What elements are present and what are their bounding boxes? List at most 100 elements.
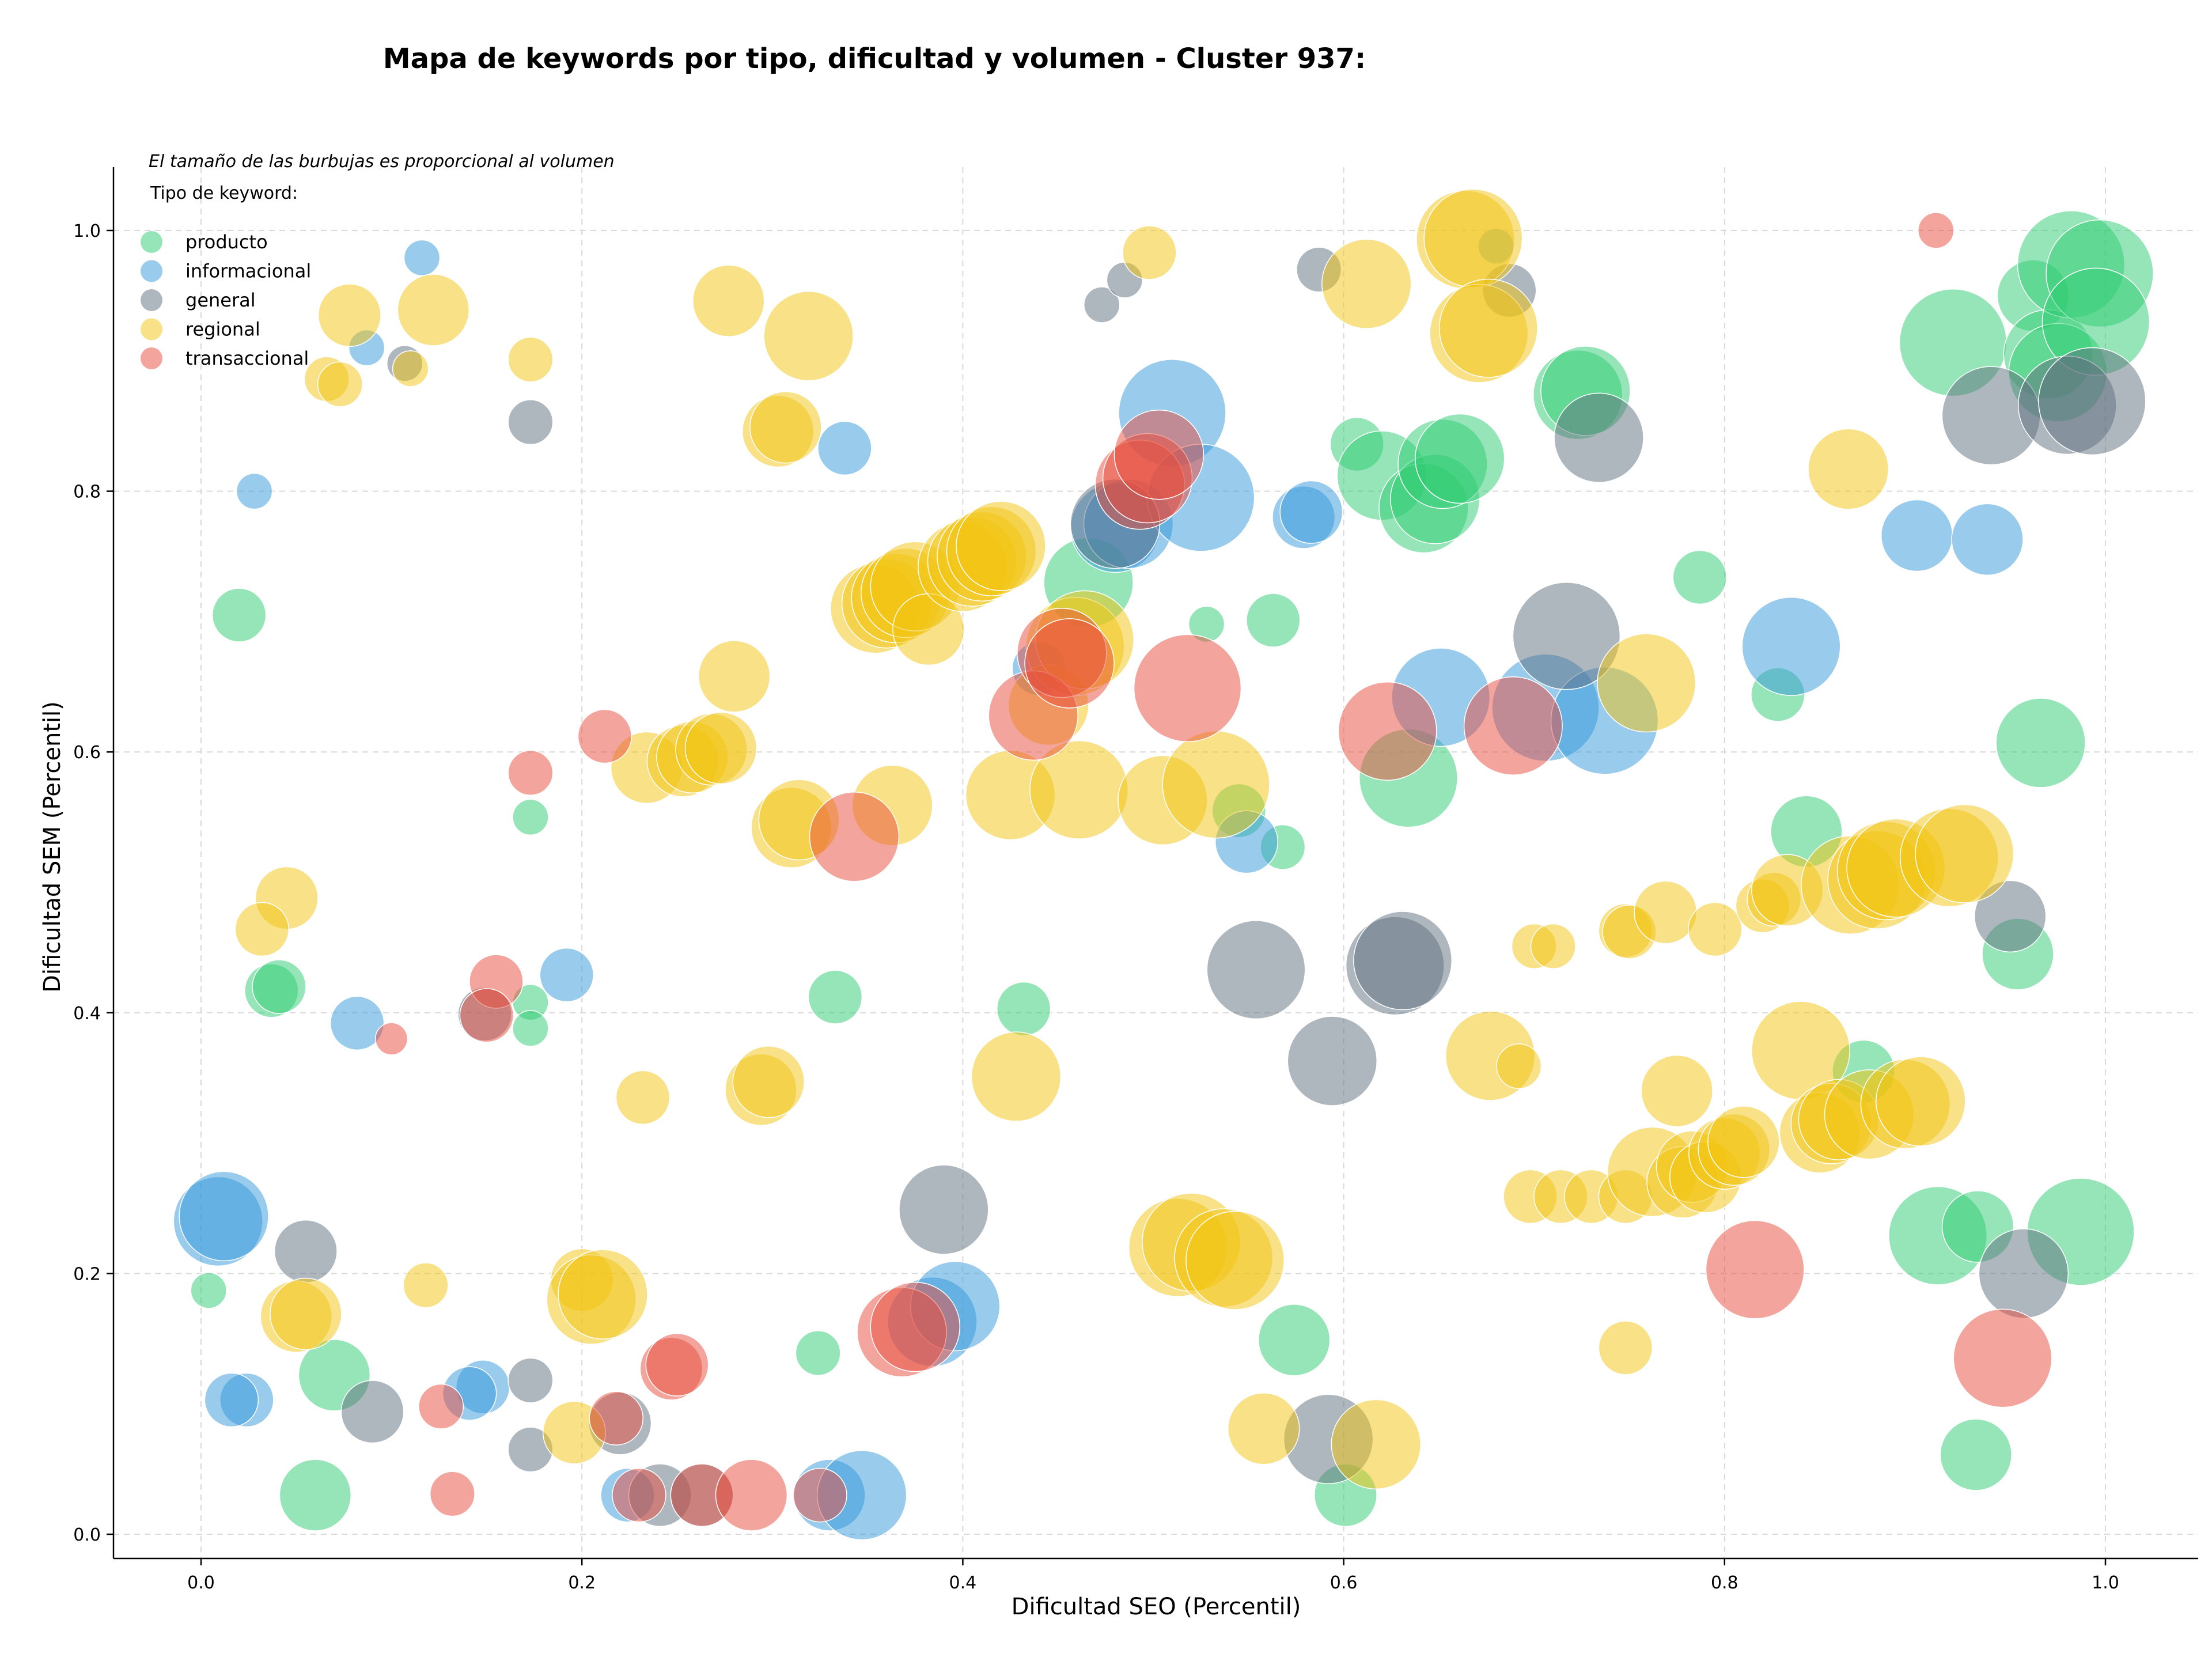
bubble-regional [692,264,765,337]
bubble-regional [234,902,290,957]
bubble-informacional [403,239,441,277]
bubble-regional [507,336,554,383]
bubble-transaccional [645,1333,709,1397]
legend-marker-informacional [141,260,162,282]
bubble-regional [1641,1054,1713,1127]
bubble-informacional [1880,499,1953,572]
y-tick-label: 0.2 [73,1264,101,1284]
bubble-regional [1122,225,1177,280]
bubble-general [274,1219,338,1283]
bubble-general [1978,1228,2069,1319]
bubble-regional [403,1262,449,1308]
bubble-regional [1597,633,1696,733]
x-tick-label: 0.8 [1711,1573,1738,1593]
bubble-informacional [539,947,594,1002]
bubble-general [2038,347,2146,456]
bubble-regional [732,1045,805,1118]
series-regional [234,188,2014,1490]
bubble-transaccional [374,1022,408,1055]
legend-marker-producto [141,231,162,253]
x-tick-label: 0.4 [949,1573,977,1593]
bubble-general [1353,911,1453,1011]
bubble-producto [190,1272,227,1309]
legend-label-informacional: informacional [185,260,311,282]
bubble-transaccional [1705,1220,1805,1319]
bubble-regional [1331,1399,1422,1490]
bubble-transaccional [1918,212,1955,249]
bubble-regional [558,1249,648,1340]
bubble-producto [996,981,1051,1036]
bubble-transaccional [429,1471,475,1517]
bubble-general [507,1357,554,1403]
bubble-transaccional [507,750,554,796]
bubble-regional [615,1070,671,1125]
legend-marker-transaccional [141,347,162,369]
bubble-regional [270,1277,342,1350]
bubble-transaccional [870,1281,960,1372]
bubble-transaccional [577,709,632,764]
bubble-transaccional [459,988,514,1043]
y-tick-label: 0.4 [73,1004,101,1024]
bubble-producto [1415,413,1505,504]
x-axis-label: Dificultad SEO (Percentil) [1012,1594,1301,1620]
series-informacional [173,228,2024,1541]
bubble-regional [1423,188,1523,288]
bubble-informacional [1951,503,2024,576]
bubble-regional [1496,1043,1542,1089]
bubble-regional [1598,1321,1653,1375]
bubble-regional [1438,278,1538,378]
y-tick-label: 0.0 [73,1525,101,1545]
bubble-regional [749,391,822,464]
bubble-regional [317,361,363,407]
bubble-producto [252,959,306,1014]
bubble-producto [211,588,267,642]
bubble-general [1287,1016,1378,1106]
bubble-producto [512,1010,549,1047]
x-tick-label: 0.6 [1330,1573,1358,1593]
legend: producto informacional general regional tran… [141,231,311,369]
bubble-informacional [204,1372,259,1428]
bubble-general [507,399,554,445]
y-axis-label: Dificultad SEM (Percentil) [39,701,66,993]
bubble-regional [1227,1392,1300,1465]
bubble-transaccional [1338,681,1437,781]
bubble-general [899,1164,989,1255]
bubble-producto [512,799,549,836]
legend-title: Tipo de keyword: [150,183,298,203]
bubble-transaccional [612,1467,666,1523]
chart-title: Mapa de keywords por tipo, dificultad y … [383,43,1366,75]
bubble-regional [397,274,470,346]
bubble-regional [1634,880,1698,944]
bubble-general [340,1380,404,1444]
bubble-regional [392,350,429,387]
y-tick-label: 0.6 [73,743,101,763]
x-tick-label: 0.0 [187,1573,215,1593]
bubble-regional [956,501,1046,591]
bubble-producto [1672,550,1728,605]
bubble-informacional [179,1171,269,1262]
bubble-informacional [329,996,385,1051]
bubble-regional [1707,1106,1780,1178]
bubble-size-note: El tamaño de las burbujas es proporciona… [149,152,615,172]
legend-label-transaccional: transaccional [185,347,309,369]
bubble-layer [173,188,2154,1541]
bubble-regional [698,640,771,713]
legend-label-producto: producto [185,231,268,253]
bubble-transaccional [1463,676,1563,775]
legend-marker-regional [141,318,162,340]
bubble-producto [279,1459,352,1531]
bubble-regional [1688,902,1743,957]
bubble-regional [1808,428,1889,510]
x-tick-label: 1.0 [2092,1573,2119,1593]
bubble-general [1083,286,1120,323]
bubble-regional [763,291,854,381]
bubble-regional [317,283,381,347]
bubble-general [1206,920,1306,1020]
legend-label-general: general [185,289,256,311]
bubble-informacional [236,472,273,510]
legend-marker-general [141,289,162,311]
bubble-regional [1876,1056,1966,1147]
bubble-transaccional [793,1467,847,1523]
bubble-producto [795,1330,841,1376]
bubble-regional [1321,239,1412,330]
